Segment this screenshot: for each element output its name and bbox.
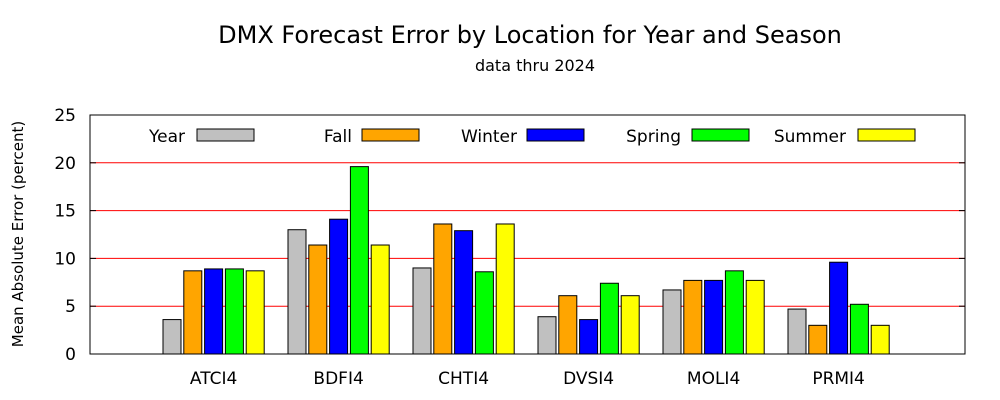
bar-fall-bdfi4: [308, 244, 328, 355]
bar-year-dvsi4: [537, 316, 557, 355]
bar-year-prmi4: [787, 308, 807, 355]
bar-spring-prmi4: [849, 303, 869, 355]
x-tick-label: MOLI4: [687, 369, 740, 389]
legend-label-winter: Winter: [461, 127, 517, 147]
y-tick-label: 5: [65, 297, 76, 317]
legend-swatch-year: [196, 128, 255, 142]
y-tick-label: 0: [65, 345, 76, 365]
chart-subtitle: data thru 2024: [474, 56, 596, 75]
y-axis-label: Mean Absolute Error (percent): [9, 121, 27, 347]
bar-spring-moli4: [724, 270, 744, 355]
bar-spring-atci4: [224, 268, 244, 355]
bar-summer-prmi4: [870, 324, 890, 355]
bar-fall-atci4: [183, 270, 203, 355]
x-tick-label: BDFI4: [313, 369, 363, 389]
bar-fall-dvsi4: [558, 295, 578, 355]
legend: Year Fall Winter Spring Summer: [148, 127, 916, 147]
bar-winter-atci4: [204, 268, 224, 355]
legend-label-summer: Summer: [774, 127, 846, 147]
bar-year-bdfi4: [287, 229, 307, 355]
bar-spring-chti4: [474, 271, 494, 355]
bar-winter-prmi4: [829, 261, 849, 355]
x-tick-label: ATCI4: [190, 369, 237, 389]
bar-summer-moli4: [745, 279, 765, 355]
legend-swatch-winter: [526, 128, 585, 142]
y-axis-ticks: 0 5 10 15 20 25: [54, 106, 965, 365]
x-axis-ticks: ATCI4 BDFI4 CHTI4 DVSI4 MOLI4 PRMI4: [190, 369, 865, 389]
bar-winter-chti4: [454, 230, 474, 355]
legend-swatch-summer: [857, 128, 916, 142]
bar-fall-chti4: [433, 223, 453, 355]
plot-frame: [89, 114, 966, 355]
y-tick-label: 15: [54, 202, 76, 222]
bars: [162, 166, 890, 355]
bar-year-atci4: [162, 319, 182, 355]
x-tick-label: DVSI4: [563, 369, 614, 389]
bar-spring-bdfi4: [349, 166, 369, 355]
bar-fall-prmi4: [808, 324, 828, 355]
bar-winter-dvsi4: [579, 319, 599, 355]
x-tick-label: PRMI4: [812, 369, 865, 389]
y-tick-label: 10: [54, 249, 76, 269]
legend-label-fall: Fall: [324, 127, 352, 147]
chart-title: DMX Forecast Error by Location for Year …: [218, 21, 842, 49]
bar-year-moli4: [662, 289, 682, 355]
bar-year-chti4: [412, 267, 432, 355]
bar-summer-atci4: [245, 270, 265, 355]
bar-summer-chti4: [495, 223, 515, 355]
y-tick-label: 25: [54, 106, 76, 126]
legend-swatch-fall: [361, 128, 420, 142]
bar-winter-bdfi4: [329, 218, 349, 355]
bar-fall-moli4: [683, 279, 703, 355]
bar-summer-bdfi4: [370, 244, 390, 355]
x-tick-label: CHTI4: [438, 369, 489, 389]
bar-spring-dvsi4: [599, 282, 619, 355]
legend-label-spring: Spring: [626, 127, 681, 147]
bar-summer-dvsi4: [620, 295, 640, 355]
legend-swatch-spring: [691, 128, 750, 142]
bar-winter-moli4: [704, 279, 724, 355]
y-tick-label: 20: [54, 154, 76, 174]
legend-label-year: Year: [148, 127, 185, 147]
